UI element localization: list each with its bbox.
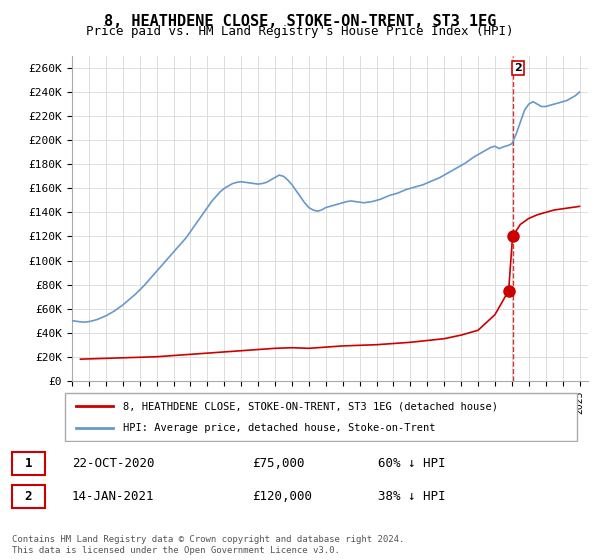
Text: £75,000: £75,000: [252, 457, 305, 470]
Text: 38% ↓ HPI: 38% ↓ HPI: [378, 490, 445, 503]
Text: 60% ↓ HPI: 60% ↓ HPI: [378, 457, 445, 470]
FancyBboxPatch shape: [65, 393, 577, 441]
Text: Contains HM Land Registry data © Crown copyright and database right 2024.: Contains HM Land Registry data © Crown c…: [12, 535, 404, 544]
Text: HPI: Average price, detached house, Stoke-on-Trent: HPI: Average price, detached house, Stok…: [124, 423, 436, 433]
Text: 22-OCT-2020: 22-OCT-2020: [72, 457, 155, 470]
FancyBboxPatch shape: [12, 485, 45, 508]
Text: Price paid vs. HM Land Registry's House Price Index (HPI): Price paid vs. HM Land Registry's House …: [86, 25, 514, 38]
Text: 2: 2: [25, 490, 32, 503]
FancyBboxPatch shape: [12, 451, 45, 475]
Text: £120,000: £120,000: [252, 490, 312, 503]
Text: 1: 1: [25, 457, 32, 470]
Text: This data is licensed under the Open Government Licence v3.0.: This data is licensed under the Open Gov…: [12, 546, 340, 555]
Text: 14-JAN-2021: 14-JAN-2021: [72, 490, 155, 503]
Text: 8, HEATHDENE CLOSE, STOKE-ON-TRENT, ST3 1EG: 8, HEATHDENE CLOSE, STOKE-ON-TRENT, ST3 …: [104, 14, 496, 29]
Text: 8, HEATHDENE CLOSE, STOKE-ON-TRENT, ST3 1EG (detached house): 8, HEATHDENE CLOSE, STOKE-ON-TRENT, ST3 …: [124, 401, 499, 411]
Text: 2: 2: [514, 63, 521, 73]
